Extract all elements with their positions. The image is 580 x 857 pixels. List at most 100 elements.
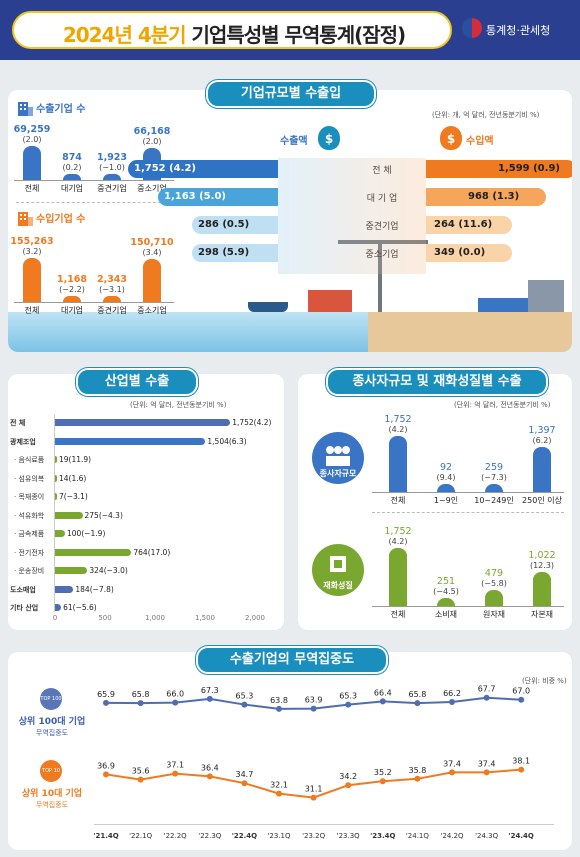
import-amount-value: 264 (11.6) — [434, 219, 493, 230]
employee-bar — [485, 483, 503, 492]
industry-label: · 금속제품 — [14, 530, 45, 538]
count-change: (3.4) — [142, 248, 162, 258]
industry-bar — [55, 530, 65, 537]
money-bag-icon: $ — [440, 126, 462, 150]
bar-label: 250인 이상 — [522, 496, 562, 505]
count-change: (3.2) — [22, 247, 42, 256]
container-stack-icon — [308, 290, 352, 312]
top10-badge-icon: TOP 10 — [40, 760, 62, 782]
top100-label: 상위 100대 기업 — [18, 717, 86, 727]
count-bar — [23, 258, 41, 302]
title-pill: 2024년 4분기 기업특성별 무역통계(잠정) — [12, 11, 452, 49]
employee-bar — [437, 597, 455, 606]
bar-label: 자본재 — [530, 610, 554, 619]
bar-label: 소비재 — [434, 610, 458, 619]
data-point — [137, 776, 144, 783]
export-amount-bar — [158, 188, 278, 206]
count-value: 2,343 — [96, 274, 128, 285]
count-change: (2.0) — [22, 135, 42, 144]
employee-bar — [485, 590, 503, 606]
export-count-label: 수출기업 수 — [36, 104, 86, 115]
import-amount-value: 1,599 (0.9) — [498, 163, 560, 174]
data-label: 37.4 — [443, 759, 461, 768]
industry-label: · 목재종이 — [14, 493, 45, 501]
industry-label: 광제조업 — [10, 437, 36, 446]
data-label: 65.9 — [97, 690, 115, 699]
count-change: (−1.0) — [99, 163, 125, 172]
axis-tick: 1,000 — [144, 614, 166, 622]
import-amount-bar — [426, 160, 572, 178]
import-amount-bar — [426, 188, 546, 206]
export-amount-bar — [192, 244, 278, 262]
count-value: 155,263 — [10, 236, 54, 247]
industry-label: · 운송장비 — [14, 567, 45, 575]
bar-label: 10~249인 — [474, 496, 514, 505]
data-point — [310, 794, 317, 801]
data-point — [345, 782, 352, 789]
data-label: 67.3 — [201, 686, 219, 695]
count-label: 중소기업 — [137, 184, 167, 193]
industry-bar — [55, 548, 132, 556]
data-label: 66.4 — [374, 688, 392, 697]
data-point — [518, 696, 525, 703]
data-point — [310, 705, 317, 712]
bar-change: (−7.3) — [481, 472, 507, 482]
x-tick-label: '21.4Q — [93, 832, 118, 840]
count-value: 66,168 — [133, 125, 171, 137]
industry-panel: (단위: 억 달러, 전년동분기비 %) 전 체 1,752(4.2) 광제조업 1,… — [8, 374, 284, 630]
industry-label: · 섬유의복 — [14, 474, 45, 483]
industry-bar — [55, 456, 57, 463]
count-change: (−2.2) — [59, 285, 85, 294]
data-label: 32.1 — [270, 781, 288, 790]
import-amount-value: 349 (0.0) — [434, 247, 486, 258]
data-label: 35.2 — [374, 768, 392, 777]
bar-value: 1,397 — [528, 425, 556, 437]
agency-name: 통계청·관세청 — [486, 24, 551, 37]
baseline — [372, 606, 564, 607]
bar-label: 1~9인 — [433, 496, 459, 505]
count-label: 중소기업 — [137, 306, 167, 315]
data-point — [172, 770, 179, 777]
concentration-line-chart: 65.9 65.8 66.0 67.3 65.3 63.8 63.9 65.3 66.4 65.8… — [93, 685, 534, 840]
badge-employee: 종사자규모 — [319, 469, 357, 478]
industry-label: · 전기전자 — [14, 548, 45, 557]
x-tick-label: '23.4Q — [370, 832, 395, 840]
industry-value: 61(−5.6) — [63, 603, 97, 612]
row-label: 중견기업 — [365, 222, 399, 232]
bar-change: (−5.8) — [481, 579, 507, 589]
x-tick-label: '24.4Q — [509, 832, 534, 840]
concentration-panel: (단위: 비중 %) TOP 100 상위 100대 기업 무역집중도 TOP … — [8, 652, 572, 850]
data-label: 35.6 — [132, 767, 150, 776]
data-label: 31.1 — [305, 785, 323, 794]
x-tick-label: '24.1Q — [406, 832, 430, 840]
industry-bar — [55, 567, 88, 574]
count-label: 중견기업 — [97, 184, 127, 193]
data-label: 65.3 — [235, 692, 253, 701]
industry-value: 324(−3.0) — [89, 566, 128, 575]
people-icon: 종사자규모 — [312, 432, 364, 484]
count-label: 전체 — [24, 184, 40, 193]
count-value: 874 — [62, 152, 82, 163]
cargo-ship-icon — [248, 302, 288, 312]
industry-value: 14(1.6) — [59, 473, 87, 483]
crane-arm — [338, 240, 428, 244]
count-value: 69,259 — [13, 124, 51, 135]
row-label: 대 기 업 — [366, 194, 398, 204]
industry-value: 275(−4.3) — [84, 510, 123, 520]
x-tick-label: '23.1Q — [267, 832, 291, 840]
size-panel: (단위: 개, 억 달러, 전년동분기비 %) 수출기업 수 수입기업 수 수출… — [8, 90, 572, 352]
money-bag-icon: $ — [318, 126, 340, 150]
data-point — [483, 694, 490, 701]
data-point — [172, 699, 179, 706]
import-count-label: 수입기업 수 — [36, 214, 86, 225]
bar-change: (6.2) — [532, 436, 552, 446]
data-label: 37.1 — [166, 761, 184, 770]
data-label: 66.0 — [166, 690, 184, 699]
industry-bar — [55, 585, 74, 593]
baseline — [372, 492, 564, 493]
count-change: (−3.1) — [99, 285, 125, 294]
bar-label: 전체 — [390, 496, 406, 505]
count-label: 대기업 — [60, 184, 84, 193]
export-amount-bar — [192, 216, 278, 234]
data-label: 34.7 — [235, 770, 253, 779]
